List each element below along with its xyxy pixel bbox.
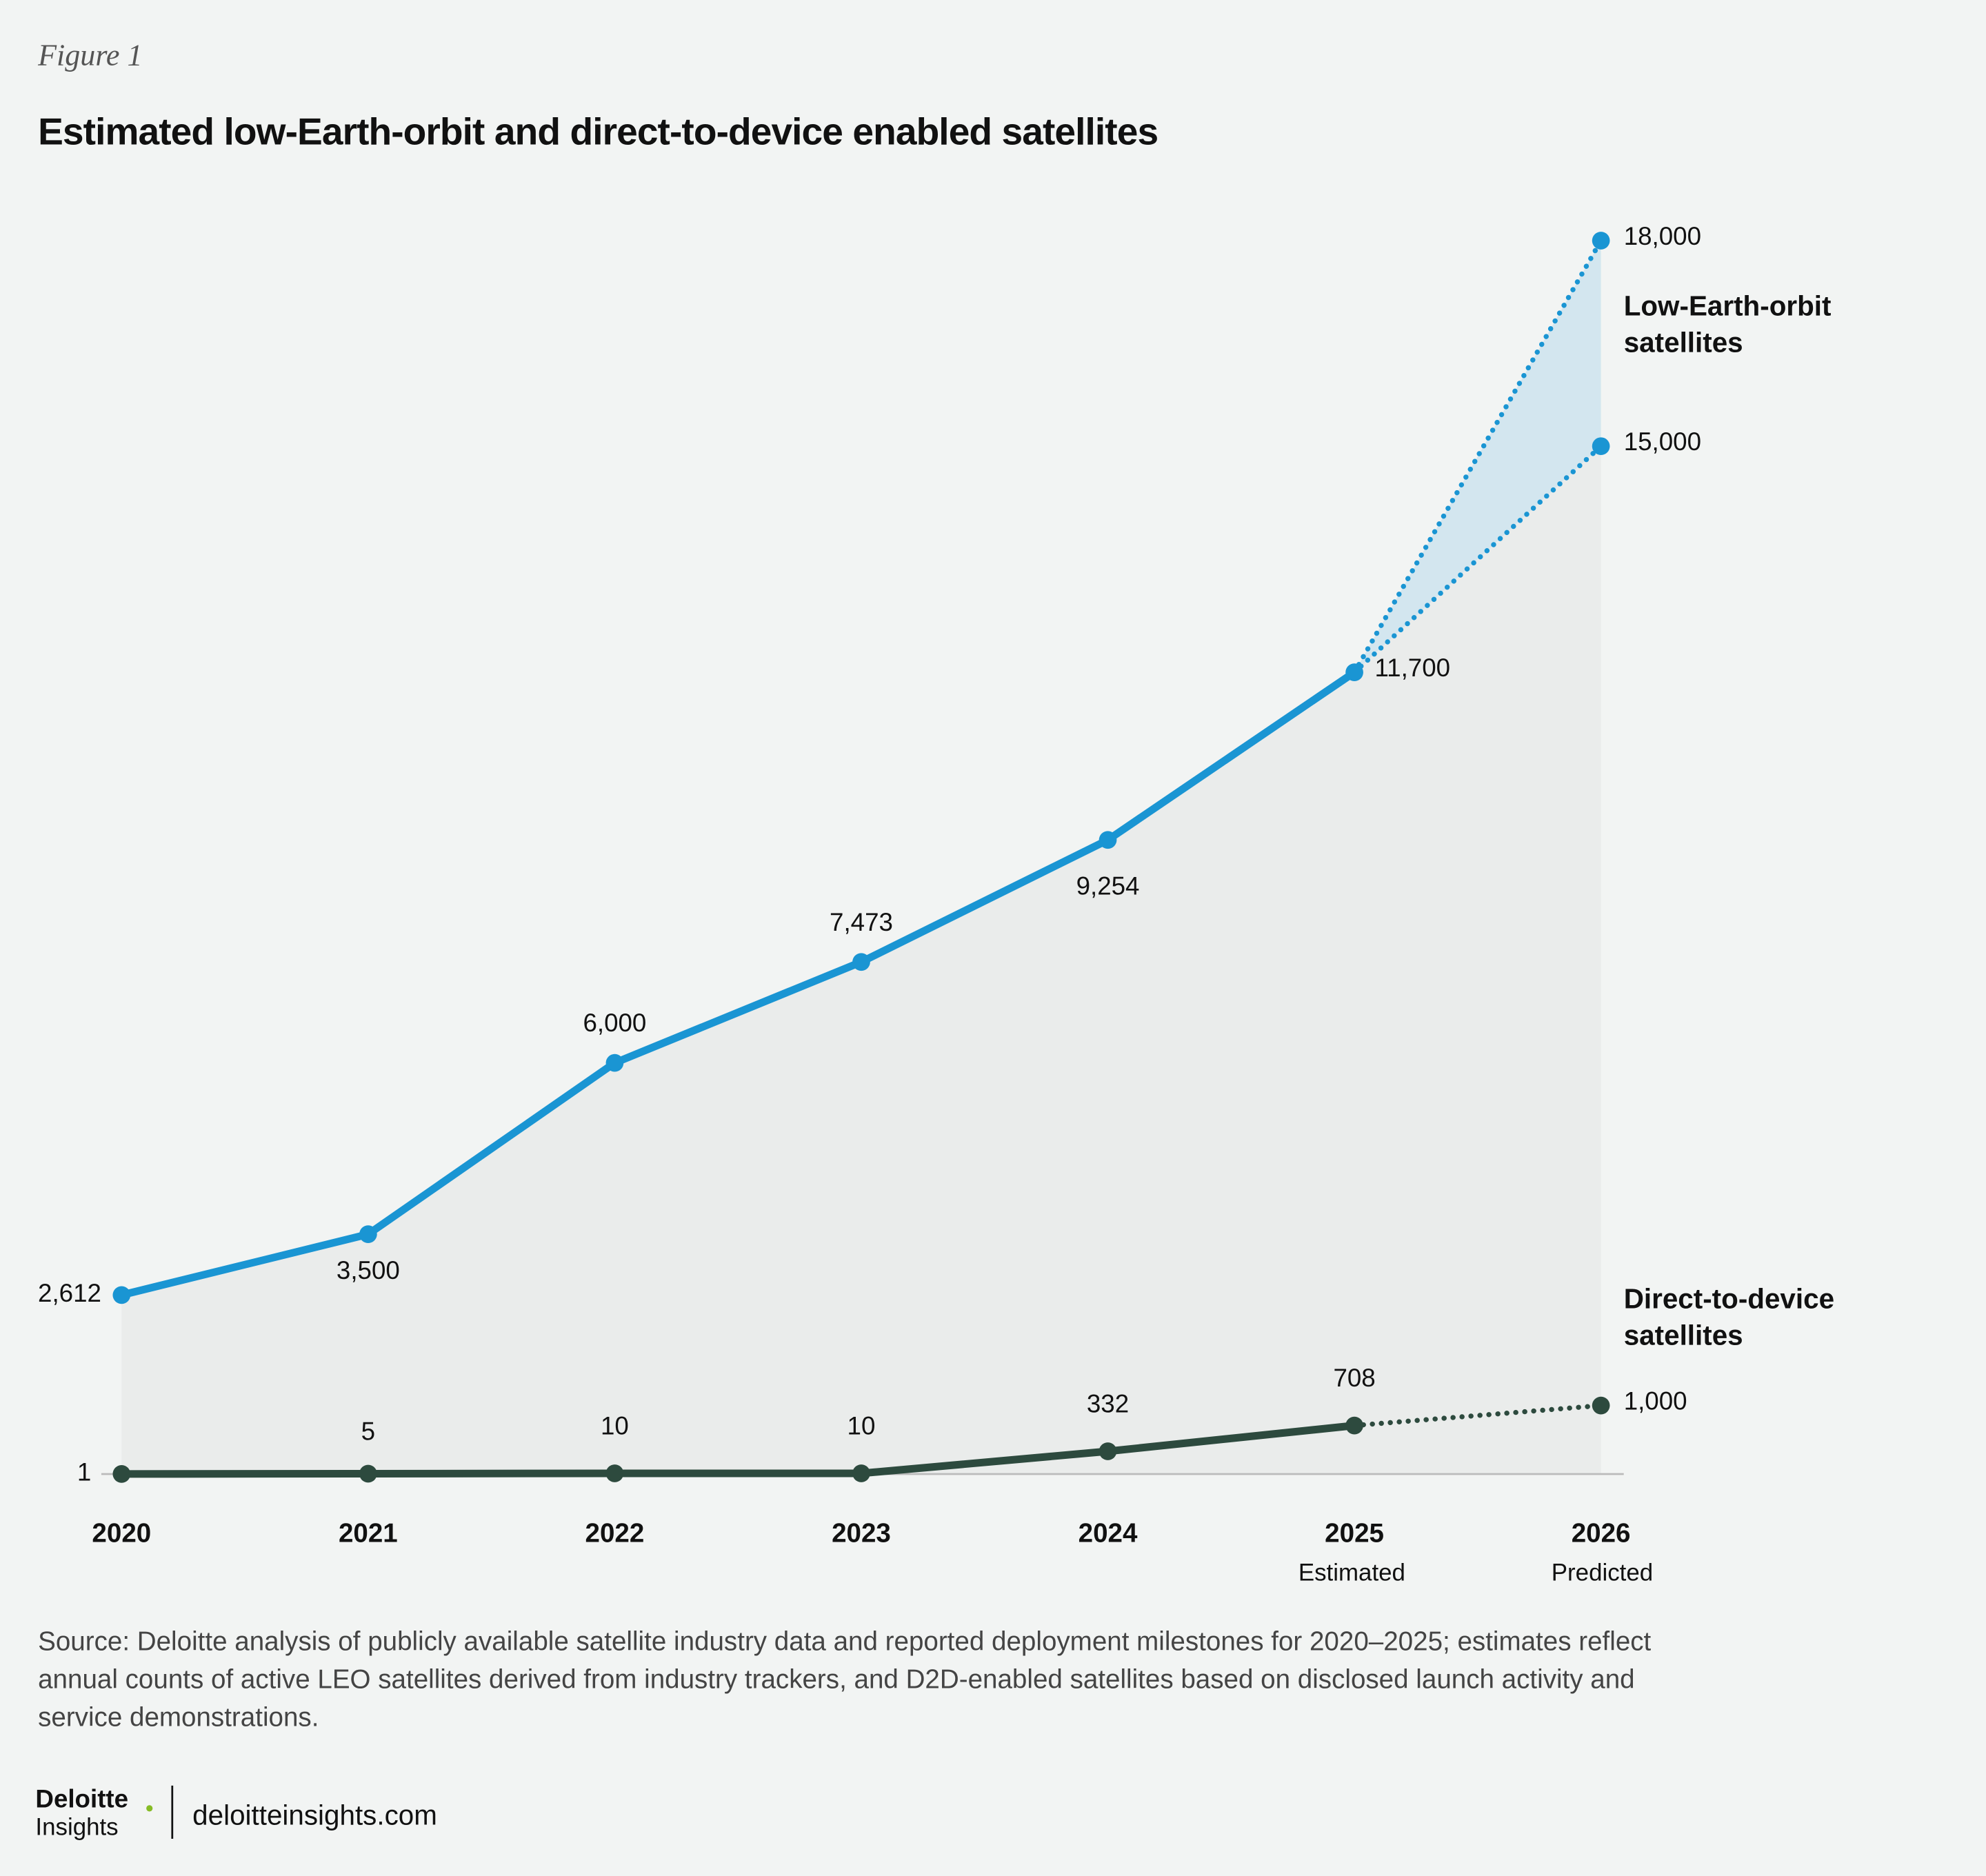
- point: [852, 953, 870, 971]
- forecast-line: [1352, 238, 1604, 675]
- source-box: Source: Deloitte analysis of publicly av…: [38, 1627, 1652, 1732]
- brand-sub: Insights: [35, 1813, 118, 1840]
- point: [605, 1053, 624, 1072]
- point: [605, 1464, 624, 1482]
- legend-label: Low-Earth-orbit satellites: [1623, 290, 1832, 359]
- legend-box: Direct-to-device satellites: [1623, 1282, 1835, 1351]
- x-tick-label: 2023: [832, 1518, 891, 1548]
- x-tick-label: 2024: [1079, 1518, 1138, 1548]
- forecast-point: [1592, 232, 1610, 250]
- forecast-label: 15,000: [1624, 427, 1701, 456]
- forecast-label: 1,000: [1624, 1387, 1687, 1415]
- data-label: 10: [847, 1412, 876, 1440]
- figure-label: Figure 1: [37, 39, 142, 72]
- legend-box: Low-Earth-orbit satellites: [1623, 290, 1832, 359]
- forecast-point: [1592, 437, 1610, 456]
- forecast-line: [1352, 443, 1604, 675]
- data-label: 9,254: [1076, 872, 1140, 900]
- x-tick-note: Predicted: [1552, 1559, 1653, 1586]
- series-line: [121, 669, 1357, 1299]
- x-tick-label: 2021: [339, 1518, 398, 1548]
- x-tick-label: 2025: [1325, 1518, 1384, 1548]
- source: Source: Deloitte analysis of publicly av…: [38, 1627, 1652, 1732]
- point: [359, 1464, 377, 1483]
- data-label: 5: [361, 1417, 375, 1445]
- point: [359, 1225, 377, 1243]
- data-label: 7,473: [830, 908, 893, 936]
- series-line: [121, 1422, 1355, 1478]
- forecast-point: [1592, 1396, 1610, 1415]
- point: [1345, 1416, 1363, 1435]
- point: [852, 1464, 870, 1482]
- legend-label: Direct-to-device satellites: [1623, 1282, 1835, 1351]
- brand: Deloitte: [35, 1785, 128, 1813]
- point: [1099, 1442, 1117, 1460]
- data-label: 708: [1333, 1364, 1375, 1392]
- x-tick-note: Estimated: [1298, 1559, 1405, 1586]
- forecast-label: 18,000: [1624, 222, 1701, 250]
- data-label: 3,500: [337, 1256, 400, 1284]
- data-label: 6,000: [583, 1009, 646, 1037]
- brand-dot: [146, 1805, 153, 1812]
- forecast-line: [1352, 1402, 1604, 1429]
- data-label: 2,612: [38, 1279, 101, 1307]
- data-label: 11,700: [1374, 654, 1450, 682]
- chart-title: Estimated low-Earth-orbit and direct-to-…: [38, 110, 1158, 152]
- url: deloitteinsights.com: [192, 1799, 437, 1830]
- x-tick-label: 2022: [585, 1518, 645, 1548]
- point: [112, 1465, 131, 1483]
- area-fill: [121, 446, 1601, 1474]
- x-tick-label: 2020: [92, 1518, 151, 1548]
- point: [112, 1286, 131, 1304]
- data-label: 1: [77, 1458, 91, 1486]
- data-label: 332: [1087, 1390, 1129, 1418]
- plot-area: 2020 2021 2022 2023 2024 2025 Estimated 2026 Pre…: [38, 222, 1835, 1586]
- point: [1345, 663, 1363, 682]
- point: [1099, 831, 1117, 849]
- data-label: 10: [601, 1412, 629, 1440]
- x-tick-label: 2026: [1572, 1518, 1631, 1548]
